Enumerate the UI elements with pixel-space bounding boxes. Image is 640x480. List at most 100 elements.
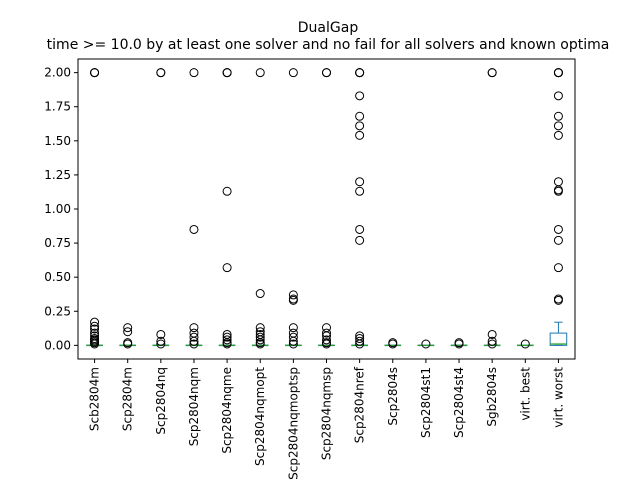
outlier-point bbox=[454, 339, 464, 349]
outlier-point bbox=[90, 324, 100, 334]
box-group bbox=[119, 323, 136, 349]
outlier-point bbox=[553, 263, 563, 273]
outlier-point bbox=[553, 111, 563, 121]
outlier-point bbox=[90, 339, 100, 349]
outlier-point bbox=[487, 68, 497, 78]
outlier-point bbox=[355, 121, 365, 131]
y-axis: 0.00 0.25 0.50 0.75 1.00 1.25 1.50 1.75 2.00 bbox=[44, 66, 78, 352]
outlier-point bbox=[553, 294, 563, 304]
outlier-point bbox=[553, 121, 563, 131]
outlier-point bbox=[222, 332, 232, 342]
box-group bbox=[384, 338, 402, 349]
box-group bbox=[417, 339, 435, 349]
y-tick-label: 1.75 bbox=[44, 100, 71, 114]
outlier-point bbox=[355, 235, 365, 245]
box-group bbox=[251, 68, 269, 349]
outlier-point bbox=[255, 339, 265, 349]
x-tick-label: Scp2804s bbox=[386, 367, 400, 426]
outlier-point bbox=[553, 235, 563, 245]
y-tick-label: 1.50 bbox=[44, 134, 71, 148]
outlier-point bbox=[288, 290, 298, 300]
outlier-point bbox=[355, 336, 365, 346]
outlier-point bbox=[222, 335, 232, 345]
outlier-point bbox=[189, 339, 199, 349]
outlier-point bbox=[90, 68, 100, 78]
y-tick-label: 0.25 bbox=[44, 304, 71, 318]
y-tick-label: 1.00 bbox=[44, 202, 71, 216]
chart-title: DualGap bbox=[298, 20, 359, 36]
y-tick-label: 0.00 bbox=[44, 338, 71, 352]
outlier-point bbox=[156, 329, 166, 339]
outlier-point bbox=[355, 177, 365, 187]
box-group bbox=[549, 68, 568, 346]
axes-frame bbox=[77, 58, 576, 360]
x-tick-label: Scp2804nqmoptsp bbox=[286, 367, 300, 480]
outlier-point bbox=[288, 68, 298, 78]
box-group bbox=[351, 68, 368, 349]
outlier-point bbox=[189, 224, 199, 234]
x-tick-label: Scp2804st1 bbox=[419, 367, 433, 438]
outlier-point bbox=[355, 334, 365, 344]
outlier-point bbox=[355, 68, 365, 78]
outlier-point bbox=[222, 68, 232, 78]
outlier-point bbox=[222, 186, 232, 196]
outlier-point bbox=[553, 68, 563, 78]
y-tick-label: 1.25 bbox=[44, 168, 71, 182]
outlier-point bbox=[288, 295, 298, 305]
chart-subtitle: time >= 10.0 by at least one solver and … bbox=[47, 37, 610, 53]
box-group bbox=[285, 68, 302, 349]
outlier-point bbox=[255, 68, 265, 78]
plot-area bbox=[86, 68, 568, 349]
x-tick-label: Scp2804nqme bbox=[220, 367, 234, 454]
outlier-point bbox=[487, 329, 497, 339]
outlier-point bbox=[255, 332, 265, 342]
outlier-point bbox=[322, 68, 331, 78]
outlier-point bbox=[90, 317, 100, 327]
outlier-point bbox=[520, 339, 530, 349]
outlier-point bbox=[288, 323, 298, 333]
y-tick-label: 0.75 bbox=[44, 236, 71, 250]
outlier-point bbox=[355, 111, 365, 121]
outlier-point bbox=[388, 339, 398, 349]
box-group bbox=[450, 338, 468, 349]
outlier-point bbox=[553, 91, 563, 101]
outlier-point bbox=[553, 130, 563, 140]
x-tick-label: virt. worst bbox=[551, 367, 565, 428]
outlier-point bbox=[288, 339, 298, 349]
outlier-point bbox=[553, 177, 563, 187]
outlier-point bbox=[156, 336, 166, 346]
outlier-point bbox=[189, 332, 199, 342]
x-tick-label: virt. best bbox=[518, 367, 532, 421]
box-group bbox=[318, 68, 335, 349]
x-tick-label: Scp2804nq bbox=[154, 367, 168, 435]
outlier-point bbox=[222, 263, 232, 273]
outlier-point bbox=[255, 289, 265, 299]
x-axis: Scb2804m Scp2804m Scp2804nq Scp2804nqm Scp28… bbox=[88, 359, 565, 480]
box-group bbox=[517, 339, 534, 349]
outlier-point bbox=[487, 339, 497, 349]
x-tick-label: Scp2804m bbox=[121, 367, 135, 431]
outlier-point bbox=[156, 68, 166, 78]
outlier-point bbox=[255, 335, 265, 345]
outlier-point bbox=[90, 321, 100, 331]
outlier-point bbox=[355, 339, 365, 349]
outlier-point bbox=[123, 323, 133, 333]
outlier-point bbox=[156, 339, 166, 349]
outlier-point bbox=[189, 68, 199, 78]
x-tick-label: Scp2804nqm bbox=[187, 367, 201, 446]
outlier-point bbox=[288, 336, 298, 346]
outlier-point bbox=[355, 130, 365, 140]
outlier-point bbox=[288, 332, 298, 342]
outlier-point bbox=[322, 339, 331, 349]
x-tick-label: Scp2804nqmsp bbox=[320, 367, 334, 460]
y-tick-label: 2.00 bbox=[44, 66, 71, 80]
outlier-point bbox=[255, 323, 265, 333]
outlier-point bbox=[123, 339, 133, 349]
x-tick-label: Scp2804nref bbox=[353, 366, 367, 443]
box-group bbox=[483, 68, 501, 349]
x-tick-label: Scp2804nqmopt bbox=[253, 367, 267, 466]
outlier-point bbox=[355, 91, 365, 101]
box-group bbox=[185, 68, 203, 349]
outlier-point bbox=[322, 335, 331, 345]
